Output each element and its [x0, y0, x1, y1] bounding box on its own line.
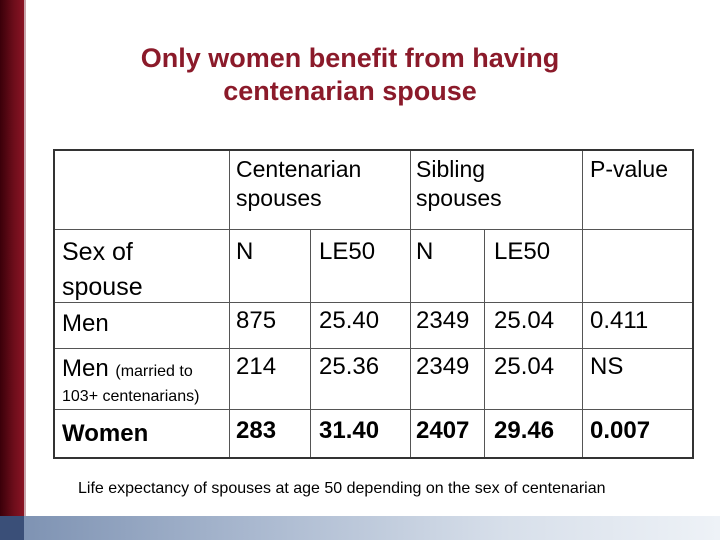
- row-label-men-103: Men (married to: [62, 354, 193, 386]
- header-sibling-line2: spouses: [416, 185, 502, 211]
- results-table: Centenarian spouses Sibling spouses P-va…: [53, 149, 694, 459]
- cell-men-n-sibling: 2349: [416, 307, 470, 334]
- subheader-le50-sibling: LE50: [494, 238, 551, 265]
- table-divider-v3: [410, 151, 411, 457]
- table-divider-h4: [55, 409, 692, 410]
- header-sex-of-spouse: Sex of spouse: [62, 235, 143, 305]
- title-line-1: Only women benefit from having: [140, 43, 560, 73]
- cell-women-n-centenarian: 283: [236, 417, 277, 444]
- row-label-men-103-main: Men: [62, 355, 109, 382]
- table-divider-h1: [55, 229, 692, 230]
- cell-women-le50-centenarian: 31.40: [319, 417, 380, 444]
- title-line-2: centenarian spouse: [223, 76, 477, 106]
- row-label-men: Men: [62, 310, 109, 337]
- subheader-n-centenarian: N: [236, 238, 254, 265]
- slide-title: Only women benefit from having centenari…: [60, 42, 640, 108]
- header-centenarian-line1: Centenarian: [236, 156, 362, 182]
- table-divider-v2: [310, 229, 311, 457]
- left-decorative-bar: [0, 0, 24, 516]
- cell-women-n-sibling: 2407: [416, 417, 470, 444]
- bottom-decorative-bar: [0, 516, 720, 540]
- header-sex-line2: spouse: [62, 273, 143, 301]
- header-sex-line1: Sex of: [62, 238, 133, 266]
- cell-men103-p-value: NS: [590, 353, 624, 380]
- cell-men-le50-sibling: 25.04: [494, 307, 555, 334]
- header-p-value: P-value: [590, 156, 668, 182]
- cell-men103-n-sibling: 2349: [416, 353, 470, 380]
- header-sibling-line1: Sibling: [416, 156, 486, 182]
- table-divider-h2: [55, 302, 692, 303]
- cell-men-le50-centenarian: 25.40: [319, 307, 380, 334]
- table-divider-v4: [484, 229, 485, 457]
- subheader-le50-centenarian: LE50: [319, 238, 376, 265]
- subheader-n-sibling: N: [416, 238, 434, 265]
- bottom-bar-corner: [0, 516, 24, 540]
- table-divider-h3: [55, 348, 692, 349]
- cell-men-n-centenarian: 875: [236, 307, 277, 334]
- cell-men103-le50-sibling: 25.04: [494, 353, 555, 380]
- cell-men103-n-centenarian: 214: [236, 353, 277, 380]
- header-centenarian-line2: spouses: [236, 185, 322, 211]
- header-centenarian-spouses: Centenarian spouses: [236, 155, 361, 213]
- cell-women-le50-sibling: 29.46: [494, 417, 555, 444]
- row-label-men-103-note: (married to: [115, 363, 193, 380]
- row-label-men-103-note2: 103+ centenarians): [62, 388, 200, 405]
- header-sibling-spouses: Sibling spouses: [416, 155, 502, 213]
- left-bar-edge: [24, 0, 26, 516]
- cell-women-p-value: 0.007: [590, 417, 651, 444]
- table-divider-v1: [229, 151, 230, 457]
- cell-men-p-value: 0.411: [590, 307, 649, 334]
- table-caption: Life expectancy of spouses at age 50 dep…: [78, 480, 606, 497]
- cell-men103-le50-centenarian: 25.36: [319, 353, 380, 380]
- row-label-women: Women: [62, 420, 149, 447]
- table-divider-v5: [582, 151, 583, 457]
